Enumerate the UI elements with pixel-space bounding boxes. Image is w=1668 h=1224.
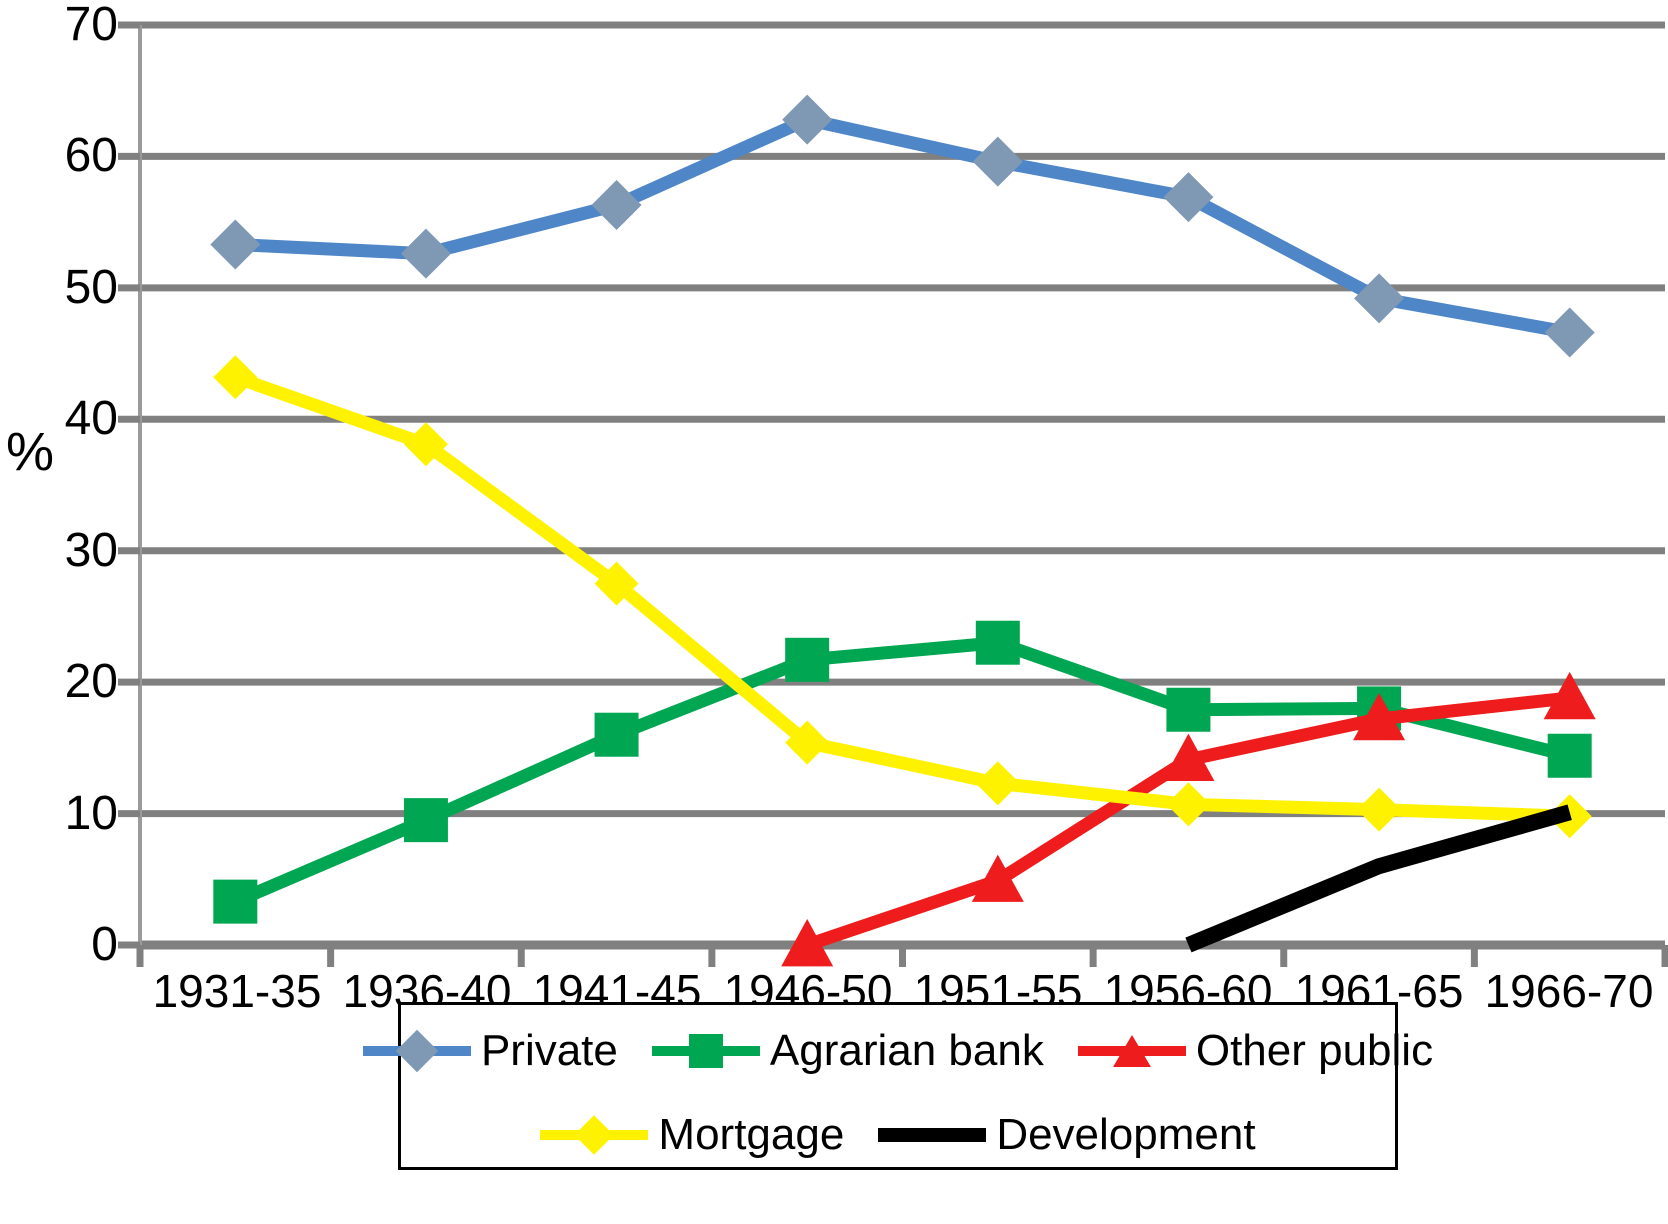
y-tick-label: 60 bbox=[64, 129, 118, 182]
y-tick-label: 30 bbox=[64, 524, 118, 577]
data-point-triangle bbox=[1353, 692, 1406, 741]
chart-legend: Private Agrarian bank Other public bbox=[362, 1002, 1433, 1170]
data-point-square bbox=[785, 637, 830, 682]
series-other-public bbox=[781, 671, 1596, 967]
data-point-diamond bbox=[1354, 273, 1405, 324]
y-tick-label: 10 bbox=[64, 787, 118, 840]
series-line bbox=[234, 113, 1571, 339]
series-line bbox=[1185, 804, 1572, 953]
y-tick-label: 20 bbox=[64, 655, 118, 708]
y-axis-title: % bbox=[5, 422, 54, 482]
square-icon bbox=[688, 1034, 723, 1068]
y-tick-label: 0 bbox=[91, 918, 118, 971]
series-line bbox=[233, 371, 1570, 823]
legend-item-development[interactable]: Development bbox=[878, 1110, 1256, 1159]
legend-label: Mortgage bbox=[658, 1110, 845, 1159]
data-point-diamond bbox=[213, 355, 258, 400]
series-mortgage bbox=[213, 355, 1592, 839]
y-tick-label: 70 bbox=[64, 0, 118, 51]
x-axis-ticks bbox=[136, 945, 1668, 967]
series-agrarian-bank bbox=[213, 620, 1592, 924]
data-point-diamond bbox=[1166, 782, 1211, 827]
y-axis-tick-labels: 70 60 50 40 30 20 10 0 bbox=[0, 0, 118, 1000]
data-point-diamond bbox=[782, 94, 833, 145]
triangle-icon bbox=[1112, 1035, 1151, 1067]
data-point-triangle bbox=[1543, 671, 1596, 720]
data-point-triangle bbox=[781, 919, 834, 967]
data-point-diamond bbox=[785, 720, 830, 765]
diamond-icon bbox=[395, 1029, 439, 1073]
plot-area bbox=[118, 21, 1668, 967]
legend-label: Private bbox=[480, 1026, 618, 1075]
legend-item-other-public[interactable]: Other public bbox=[1077, 1026, 1434, 1075]
legend-swatch-development bbox=[878, 1118, 987, 1152]
data-point-diamond bbox=[403, 422, 448, 467]
data-point-diamond bbox=[400, 228, 451, 279]
data-point-diamond bbox=[591, 180, 642, 231]
legend-label: Agrarian bank bbox=[769, 1026, 1044, 1075]
data-point-diamond bbox=[975, 761, 1020, 806]
data-point-diamond bbox=[1357, 787, 1402, 832]
data-point-diamond bbox=[1544, 307, 1595, 358]
data-point-diamond bbox=[972, 136, 1023, 187]
x-tick-label: 1966-70 bbox=[1484, 965, 1654, 1017]
data-point-diamond bbox=[594, 561, 639, 606]
legend-swatch-private bbox=[362, 1029, 471, 1073]
data-point-square bbox=[213, 879, 258, 924]
y-tick-label: 50 bbox=[64, 261, 118, 314]
legend-label: Other public bbox=[1195, 1026, 1434, 1075]
data-point-square bbox=[1166, 687, 1211, 732]
diamond-icon bbox=[574, 1115, 615, 1155]
legend-item-private[interactable]: Private bbox=[362, 1026, 618, 1075]
data-point-diamond bbox=[1163, 172, 1214, 223]
y-tick-label: 40 bbox=[64, 392, 118, 445]
x-tick-label: 1931-35 bbox=[152, 965, 322, 1017]
data-point-square bbox=[1547, 733, 1592, 778]
legend-swatch-other-public bbox=[1077, 1034, 1186, 1068]
data-point-square bbox=[975, 620, 1020, 665]
legend-swatch-mortgage bbox=[540, 1115, 649, 1155]
data-point-triangle bbox=[971, 854, 1024, 902]
legend-item-mortgage[interactable]: Mortgage bbox=[540, 1113, 844, 1157]
legend-label: Development bbox=[996, 1110, 1256, 1159]
legend-item-agrarian-bank[interactable]: Agrarian bank bbox=[651, 1026, 1044, 1075]
data-point-square bbox=[403, 798, 448, 843]
legend-row: Private Agrarian bank Other public bbox=[362, 1009, 1433, 1093]
series-private bbox=[210, 94, 1595, 358]
y-axis-ticks bbox=[118, 21, 140, 949]
data-point-triangle bbox=[1162, 733, 1215, 782]
data-point-square bbox=[594, 712, 639, 757]
series-line bbox=[232, 636, 1572, 908]
data-point-diamond bbox=[210, 219, 261, 270]
legend-row: Mortgage Development bbox=[401, 1093, 1395, 1177]
legend-swatch-agrarian-bank bbox=[651, 1034, 760, 1068]
series-development bbox=[1185, 804, 1572, 953]
